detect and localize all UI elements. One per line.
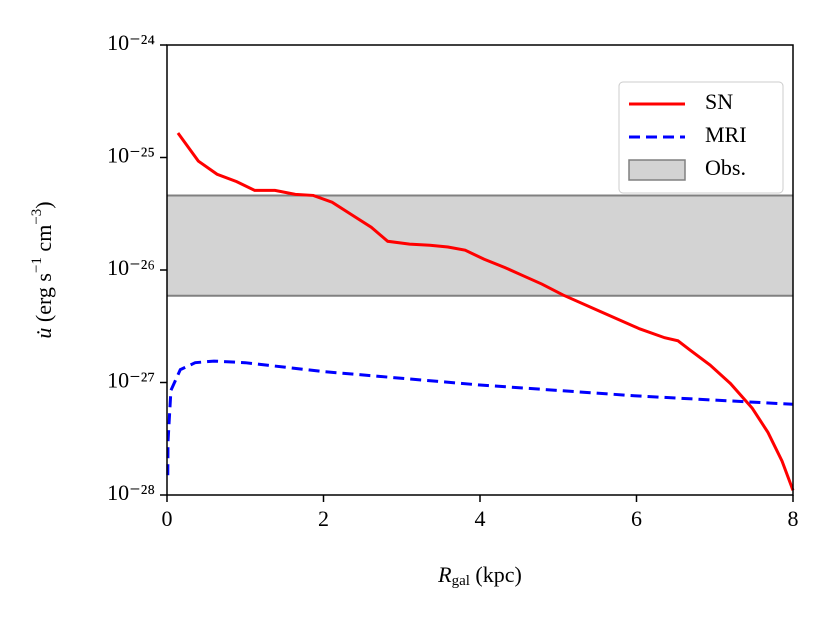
y-axis-label: u̇ (erg s−1 cm−3) [29,201,56,338]
legend-label: Obs. [705,155,746,180]
y-tick-label: 10⁻²⁸ [107,480,155,505]
obs-band [167,195,793,296]
x-tick-label: 8 [788,506,799,531]
x-tick-label: 0 [162,506,173,531]
series-line [166,359,794,476]
x-label-part: R [437,562,452,587]
y-tick-label: 10⁻²⁵ [107,143,155,168]
y-label-part: cm [31,225,56,257]
y-label-part: u̇ [31,328,56,339]
y-label-part: (erg s [31,273,56,328]
y-label-part: −1 [29,257,45,273]
x-tick-label: 2 [318,506,329,531]
x-label-part: gal [452,573,470,589]
legend-patch [628,159,686,181]
x-label-part: (kpc) [470,562,522,587]
x-tick-label: 4 [475,506,486,531]
series-line [176,132,795,491]
y-tick-label: 10⁻²⁴ [107,30,155,55]
y-tick-label: 10⁻²⁷ [107,368,155,393]
legend-label: SN [705,89,733,114]
y-label-part: −3 [29,209,45,225]
legend-label: MRI [705,122,747,147]
y-tick-label: 10⁻²⁶ [107,255,155,280]
x-tick-label: 6 [631,506,642,531]
y-label-part: ) [31,201,56,208]
x-axis-label: Rgal (kpc) [437,562,522,589]
